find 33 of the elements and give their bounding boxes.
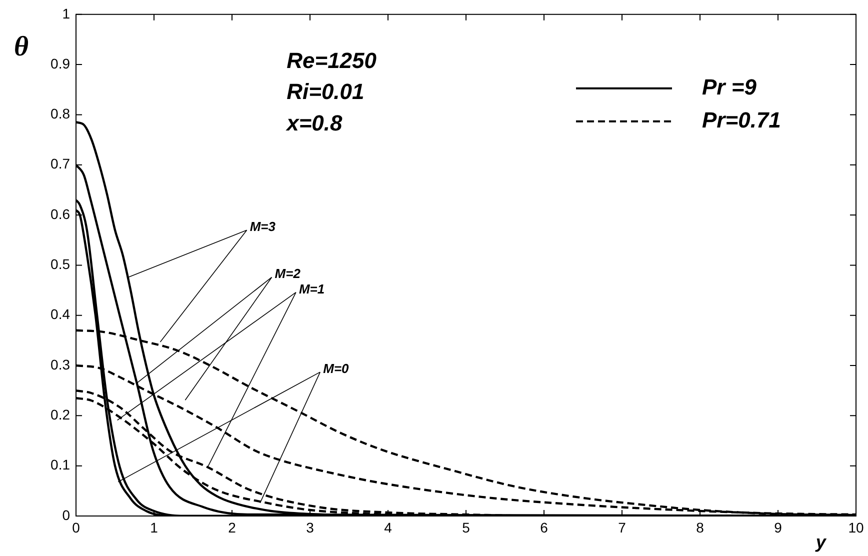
x-tick-label: 0 (72, 519, 80, 536)
y-tick-label: 0.6 (50, 206, 70, 222)
x-tick-label: 4 (384, 519, 392, 536)
x-tick-label: 9 (774, 519, 782, 536)
y-tick-label: 0.1 (50, 456, 70, 473)
x-axis-title: y (814, 532, 827, 552)
y-tick-label: 0.9 (50, 55, 70, 72)
y-tick-label: 0.8 (50, 106, 70, 122)
annotation: Ri=0.01 (286, 79, 364, 104)
legend-label: Pr=0.71 (702, 107, 781, 132)
y-tick-label: 0.7 (50, 156, 70, 172)
x-tick-label: 7 (618, 519, 626, 536)
x-tick-label: 1 (150, 519, 158, 536)
y-tick-label: 0.3 (50, 356, 70, 372)
annotation: x=0.8 (286, 110, 344, 136)
annotation: Re=1250 (286, 48, 378, 74)
x-tick-label: 3 (306, 519, 314, 536)
annotation: M=0 (323, 361, 350, 376)
y-axis-title: θ (14, 32, 29, 63)
annotation: M=3 (250, 219, 276, 234)
x-tick-label: 5 (462, 519, 470, 536)
x-tick-label: 2 (228, 519, 236, 536)
x-tick-label: 6 (540, 519, 548, 536)
legend-label: Pr =9 (702, 74, 758, 100)
annotation: M=1 (298, 281, 325, 296)
x-tick-label: 8 (696, 519, 704, 536)
y-tick-label: 0.4 (50, 306, 70, 322)
x-tick-label: 10 (848, 519, 864, 536)
y-tick-label: 0 (62, 506, 70, 523)
y-tick-label: 0.2 (50, 406, 70, 423)
y-tick-label: 0.5 (50, 256, 70, 272)
annotation: M=2 (274, 266, 302, 282)
y-tick-label: 1 (62, 5, 70, 22)
